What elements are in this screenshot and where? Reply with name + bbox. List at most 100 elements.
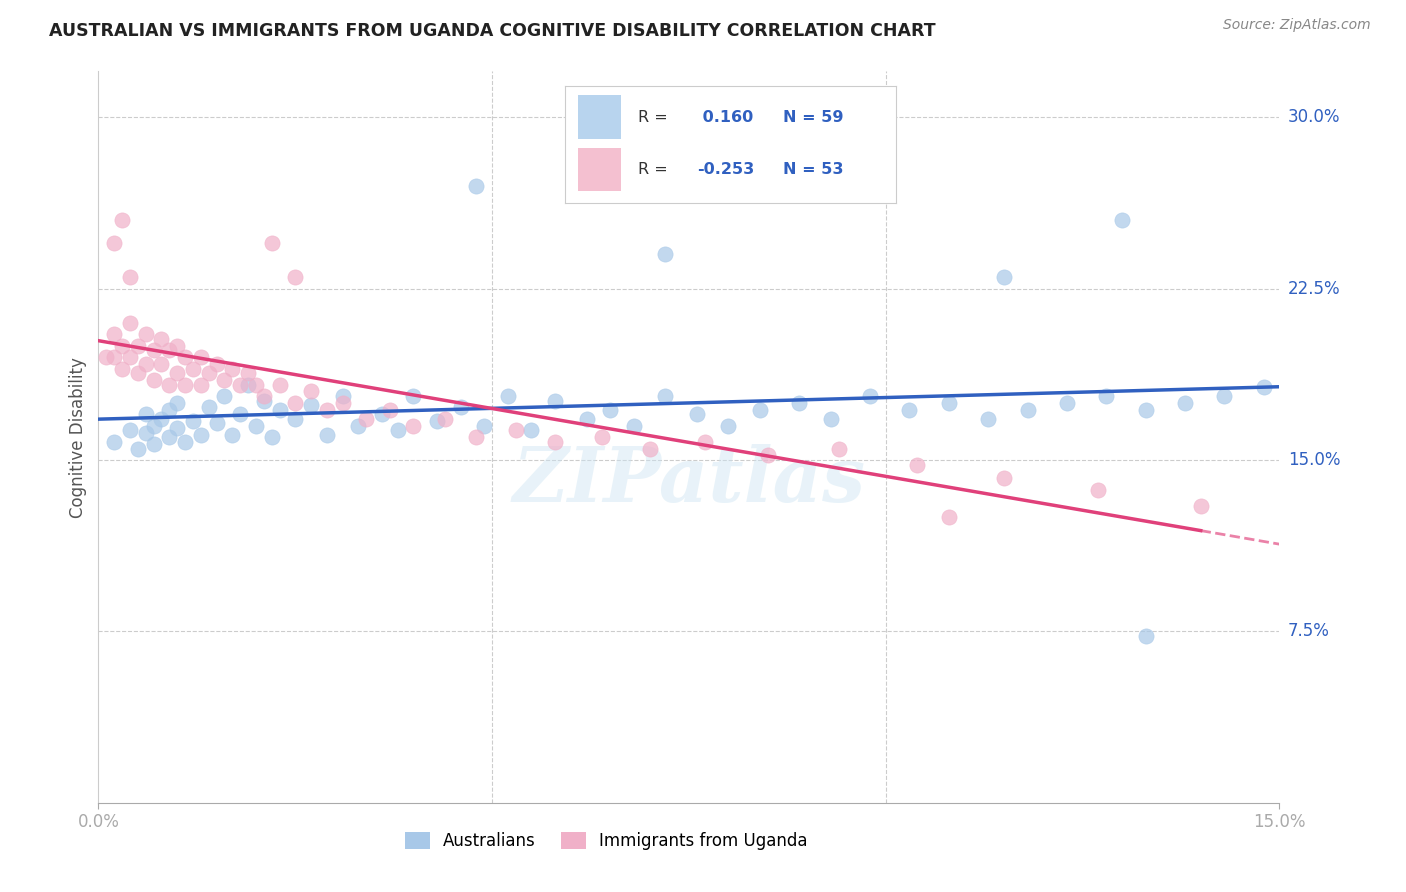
- Point: [299, 384, 322, 399]
- Point: [166, 421, 188, 435]
- Point: [205, 357, 228, 371]
- Point: [1213, 389, 1236, 403]
- Point: [157, 430, 180, 444]
- Point: [1095, 389, 1118, 403]
- Point: [127, 338, 149, 352]
- Point: [103, 235, 125, 250]
- Point: [236, 377, 259, 392]
- Point: [299, 398, 322, 412]
- Point: [111, 361, 134, 376]
- Point: [111, 213, 134, 227]
- Point: [190, 350, 212, 364]
- Point: [103, 350, 125, 364]
- Point: [142, 373, 165, 387]
- Point: [638, 442, 661, 456]
- Point: [205, 417, 228, 431]
- Point: [157, 343, 180, 358]
- Point: [260, 235, 283, 250]
- Point: [142, 343, 165, 358]
- Point: [748, 402, 770, 417]
- Point: [214, 389, 236, 403]
- Point: [142, 437, 165, 451]
- Point: [229, 407, 252, 421]
- Point: [166, 396, 188, 410]
- Point: [315, 427, 337, 442]
- Point: [347, 418, 370, 433]
- Point: [135, 407, 157, 421]
- Point: [505, 423, 527, 437]
- Point: [387, 423, 409, 437]
- Point: [1111, 213, 1133, 227]
- Point: [190, 377, 212, 392]
- Point: [378, 402, 401, 417]
- Point: [591, 430, 613, 444]
- Y-axis label: Cognitive Disability: Cognitive Disability: [69, 357, 87, 517]
- Point: [654, 389, 676, 403]
- Point: [269, 402, 291, 417]
- Point: [197, 366, 219, 380]
- Point: [245, 377, 267, 392]
- Point: [150, 357, 173, 371]
- Point: [253, 393, 276, 408]
- Point: [157, 402, 180, 417]
- Text: AUSTRALIAN VS IMMIGRANTS FROM UGANDA COGNITIVE DISABILITY CORRELATION CHART: AUSTRALIAN VS IMMIGRANTS FROM UGANDA COG…: [49, 22, 936, 40]
- Point: [1135, 402, 1157, 417]
- Point: [717, 418, 740, 433]
- Point: [214, 373, 236, 387]
- Point: [221, 361, 243, 376]
- Point: [332, 396, 354, 410]
- Point: [433, 412, 456, 426]
- Point: [103, 327, 125, 342]
- Text: 22.5%: 22.5%: [1288, 279, 1340, 298]
- Point: [1135, 629, 1157, 643]
- Point: [472, 418, 495, 433]
- Point: [245, 418, 267, 433]
- Point: [127, 366, 149, 380]
- Point: [465, 178, 488, 193]
- Point: [96, 350, 118, 364]
- Point: [111, 338, 134, 352]
- Point: [150, 332, 173, 346]
- Point: [450, 401, 472, 415]
- Point: [859, 389, 882, 403]
- Point: [284, 270, 307, 285]
- Point: [905, 458, 928, 472]
- Point: [284, 396, 307, 410]
- Point: [135, 425, 157, 440]
- Point: [977, 412, 1000, 426]
- Point: [229, 377, 252, 392]
- Point: [135, 327, 157, 342]
- Point: [260, 430, 283, 444]
- Point: [118, 316, 141, 330]
- Legend: Australians, Immigrants from Uganda: Australians, Immigrants from Uganda: [398, 825, 814, 856]
- Point: [827, 442, 849, 456]
- Point: [118, 270, 141, 285]
- Point: [623, 418, 645, 433]
- Point: [103, 434, 125, 449]
- Point: [142, 418, 165, 433]
- Point: [166, 338, 188, 352]
- Point: [686, 407, 709, 421]
- Text: 15.0%: 15.0%: [1288, 451, 1340, 469]
- Point: [197, 401, 219, 415]
- Point: [118, 423, 141, 437]
- Point: [520, 423, 543, 437]
- Point: [118, 350, 141, 364]
- Point: [174, 434, 197, 449]
- Text: Source: ZipAtlas.com: Source: ZipAtlas.com: [1223, 18, 1371, 32]
- Point: [938, 510, 960, 524]
- Point: [190, 427, 212, 442]
- Point: [465, 430, 488, 444]
- Point: [544, 393, 567, 408]
- Point: [157, 377, 180, 392]
- Point: [174, 377, 197, 392]
- Point: [284, 412, 307, 426]
- Point: [1189, 499, 1212, 513]
- Point: [221, 427, 243, 442]
- Point: [426, 414, 449, 428]
- Point: [181, 361, 204, 376]
- Point: [496, 389, 519, 403]
- Point: [993, 471, 1015, 485]
- Point: [135, 357, 157, 371]
- Point: [332, 389, 354, 403]
